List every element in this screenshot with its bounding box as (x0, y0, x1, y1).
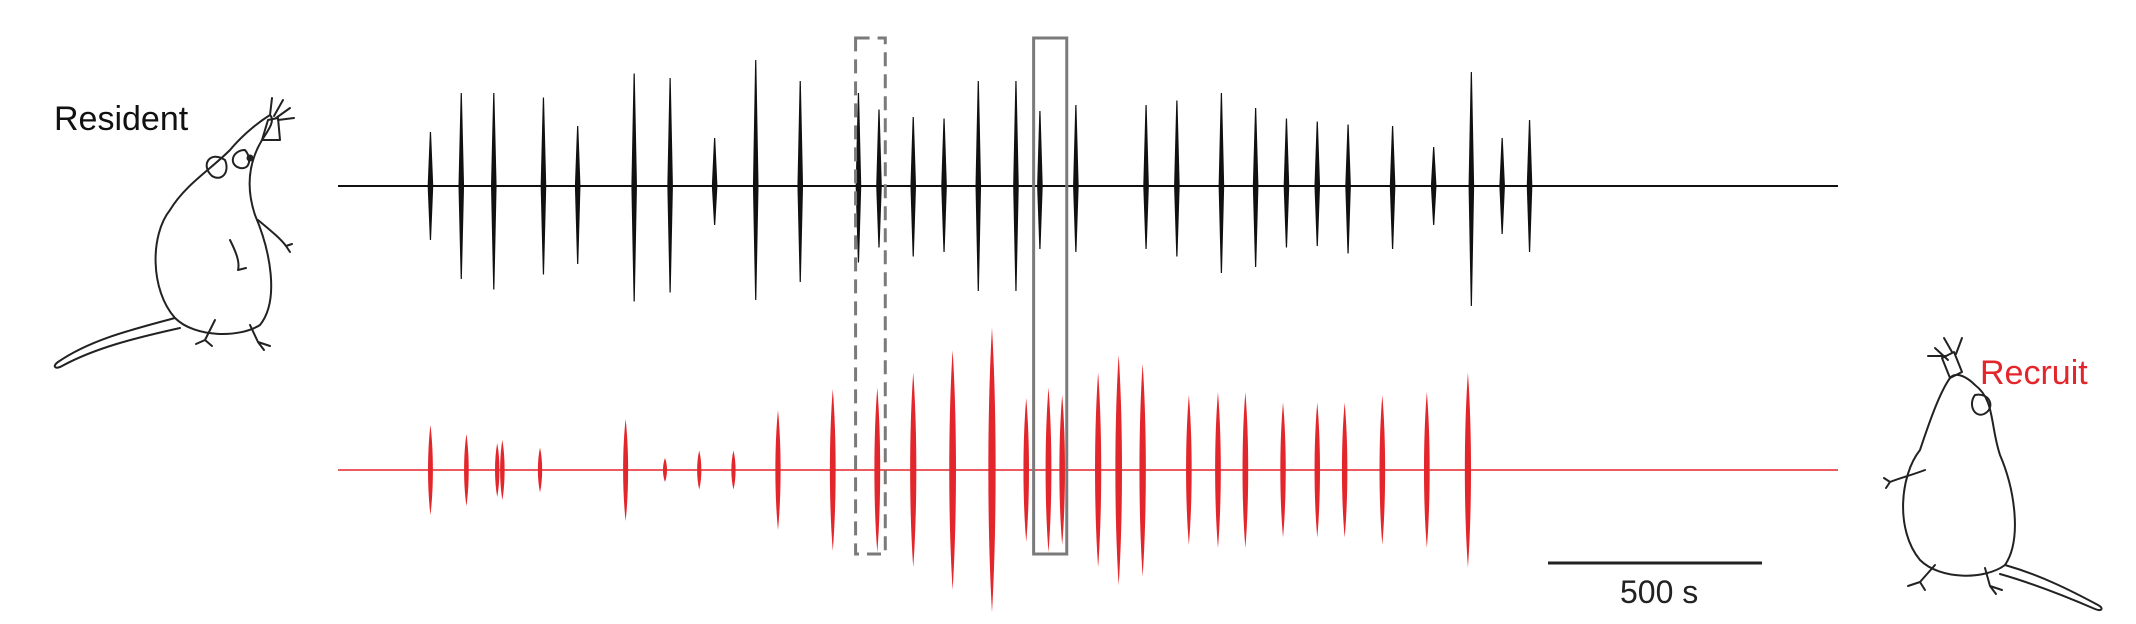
resident-burst (1174, 100, 1180, 257)
resident-burst (1430, 146, 1437, 226)
recruit-burst (1115, 354, 1122, 586)
recruit-burst (464, 434, 469, 506)
recruit-burst (1186, 395, 1192, 545)
resident-burst (1314, 121, 1321, 247)
recruit-burst (537, 447, 543, 493)
mouse-recruit-icon (1883, 337, 2103, 612)
resident-burst (1499, 137, 1505, 235)
recruit-burst (874, 387, 881, 553)
recruit-burst (949, 350, 956, 590)
recruit-burst (1341, 402, 1348, 538)
highlight-box-solid (1032, 36, 1069, 556)
recruit-burst (500, 440, 505, 500)
resident-burst (1073, 104, 1079, 253)
resident-burst (1345, 124, 1351, 254)
scale-bar-label: 500 s (1620, 574, 1699, 610)
recruit-burst (697, 450, 702, 490)
resident-burst (1389, 125, 1396, 250)
resident-burst (427, 131, 434, 241)
recruit-burst (1139, 363, 1146, 577)
recruit-burst (775, 410, 781, 530)
resident-burst (1468, 71, 1475, 307)
recruit-burst (1095, 372, 1102, 568)
resident-burst (540, 97, 547, 275)
resident-burst (631, 73, 637, 302)
recruit-burst (1023, 398, 1029, 542)
resident-burst (1143, 104, 1149, 250)
resident-trace (338, 59, 1838, 307)
resident-burst (1013, 80, 1019, 292)
recruit-burst (829, 389, 836, 551)
recruit-burst (1242, 392, 1249, 548)
resident-burst (667, 77, 673, 293)
resident-burst (1526, 119, 1533, 253)
recruit-burst (1314, 402, 1320, 538)
mouse-resident-icon (53, 97, 295, 369)
resident-burst (1252, 107, 1259, 268)
resident-burst (910, 116, 917, 257)
resident-burst (941, 118, 947, 253)
resident-burst (458, 92, 465, 280)
recruit-burst (495, 443, 500, 497)
resident-burst (1283, 118, 1290, 248)
recruit-burst (1464, 372, 1472, 568)
recruit-burst (1280, 402, 1286, 538)
recruit-burst (910, 372, 917, 568)
resident-burst (975, 80, 982, 292)
resident-label: Resident (54, 100, 189, 138)
recruit-burst (1423, 392, 1430, 548)
recruit-label: Recruit (1980, 354, 2088, 392)
resident-burst (574, 125, 581, 265)
recruit-burst (1215, 392, 1221, 548)
resident-burst (1037, 110, 1043, 250)
resident-burst (1218, 92, 1225, 274)
recruit-burst (623, 419, 629, 521)
recruit-trace (338, 327, 1838, 613)
resident-burst (711, 137, 718, 226)
resident-burst (797, 80, 804, 283)
highlight-box-dashed (854, 36, 887, 556)
recruit-burst (1059, 395, 1065, 545)
resident-burst (752, 59, 759, 301)
resident-burst (490, 92, 497, 290)
highlight-boxes (854, 36, 1069, 556)
recruit-burst (731, 450, 736, 490)
recruit-burst (1045, 387, 1052, 553)
recruit-burst (988, 327, 996, 613)
recruit-burst (662, 458, 668, 482)
recruit-burst (428, 425, 433, 515)
resident-burst (855, 92, 862, 263)
recruit-burst (1379, 395, 1386, 545)
resident-burst (876, 109, 882, 248)
